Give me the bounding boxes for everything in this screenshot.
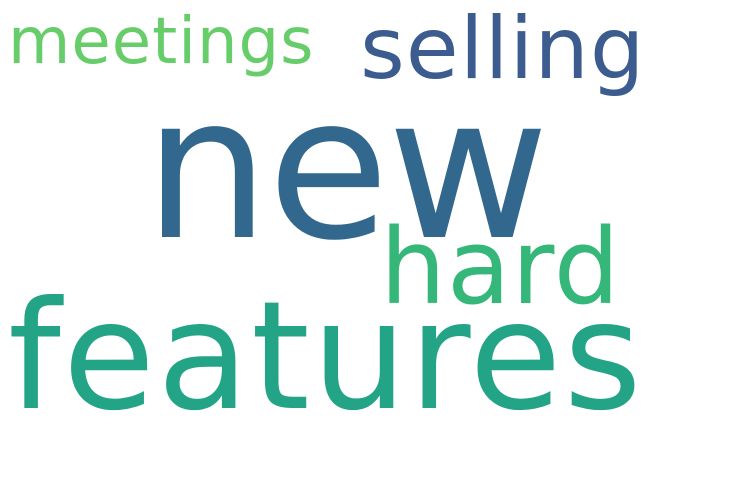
- word-hard: hard: [380, 206, 621, 328]
- word-new: new: [144, 53, 549, 284]
- word-selling: selling: [360, 0, 646, 99]
- word-meetings: meetings: [8, 5, 315, 79]
- word-features: features: [8, 270, 644, 444]
